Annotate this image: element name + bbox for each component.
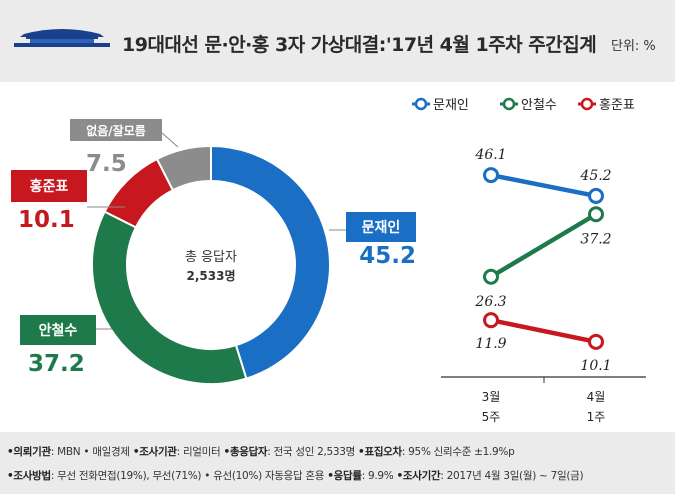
page-title: 19대대선 문·안·홍 3자 가상대결:'17년 4월 1주차 주간집계 (122, 34, 597, 56)
footer-field-label: •총응답자 (223, 446, 268, 458)
callout-box-3 (70, 119, 162, 141)
data-label-0-0: 46.1 (474, 147, 506, 163)
series-point-2-1 (588, 333, 604, 350)
data-label-2-1: 10.1 (580, 358, 611, 374)
footer-field-label: •조사기간 (396, 470, 441, 482)
donut-chart: 총 응답자 2,533명 (91, 144, 331, 385)
footer-line-2: •조사방법: 무선 전화면접(19%), 무선(71%) • 유선(10%) 자… (7, 468, 584, 483)
donut-slice-0 (210, 144, 331, 380)
callout-name-2: 홍준표 (30, 178, 69, 195)
callout-name-3: 없음/잘모름 (86, 123, 146, 138)
footer-line-1: •의뢰기관: MBN • 매일경제 •조사기관: 리얼미터 •총응답자: 전국 … (7, 444, 515, 459)
x-tick-label-0-a: 3월 (482, 390, 501, 404)
footer-field-label: •표집오차 (358, 446, 402, 458)
series-point-1-1 (588, 206, 604, 223)
footer-field-value: : 2017년 4월 3일(월) ~ 7일(금) (440, 470, 584, 482)
data-label-1-1: 37.2 (580, 231, 611, 247)
donut-labels: 문재인 45.2 안철수 37.2 홍준표 10.1 없음/잘모름 7.5 (11, 119, 416, 377)
chart-area: 총 응답자 2,533명 문재인 45.2 안철수 37.2 홍준표 10.1 없음/잘모름 7… (11, 97, 646, 424)
legend-label-2: 홍준표 (599, 98, 635, 113)
callout-box-2 (11, 170, 87, 202)
legend-label-1: 안철수 (521, 98, 557, 113)
header-bar: 19대대선 문·안·홍 3자 가상대결:'17년 4월 1주차 주간집계 단위:… (0, 0, 675, 82)
footer-field-label: •의뢰기관 (7, 446, 51, 458)
callout-value-0: 45.2 (359, 243, 416, 269)
donut-center-label: 총 응답자 (185, 250, 237, 265)
x-tick-label-0-b: 5주 (482, 410, 501, 424)
line-chart: 46.1 45.2 26.3 37.2 11.9 10.1 3월 5주 4월 1주 (441, 147, 646, 424)
data-label-0-1: 45.2 (579, 168, 611, 184)
series-line-0 (490, 172, 597, 199)
donut-center-value: 2,533명 (187, 269, 236, 283)
data-label-1-0: 26.3 (474, 294, 506, 310)
series-point-1-0 (483, 268, 499, 285)
callout-box-0 (346, 212, 416, 242)
footer-field-value: : 전국 성인 2,533명 (267, 446, 359, 458)
legend-marker-2 (580, 97, 594, 111)
callout-value-1: 37.2 (28, 351, 85, 377)
footer-field-value: : 95% 신뢰수준 ±1.9%p (401, 446, 515, 458)
callout-value-3: 7.5 (86, 151, 127, 177)
callout-name-1: 안철수 (39, 322, 78, 339)
x-tick-label-1-a: 4월 (587, 390, 606, 404)
footer-notes: •의뢰기관: MBN • 매일경제 •조사기관: 리얼미터 •총응답자: 전국 … (0, 432, 675, 494)
blue-house-logo (14, 29, 110, 47)
series-line-1 (489, 212, 598, 279)
legend-marker-1 (502, 97, 516, 111)
callout-box-1 (20, 315, 96, 345)
legend-marker-0 (414, 97, 428, 111)
footer-field-label: •조사방법 (7, 470, 51, 482)
callout-leader-3 (161, 132, 179, 148)
unit-label: 단위: % (611, 39, 656, 54)
series-point-0-0 (483, 167, 499, 184)
donut-slice-3 (155, 144, 212, 192)
footer-field-value: : 9.9% (361, 470, 397, 482)
footer-field-value: : 리얼미터 (176, 446, 224, 458)
x-tick-label-1-b: 1주 (587, 410, 606, 424)
series-point-0-1 (588, 187, 604, 204)
legend-label-0: 문재인 (433, 98, 469, 113)
callout-name-0: 문재인 (362, 219, 401, 236)
footer-field-label: •조사기관 (132, 446, 177, 458)
series-line-2 (490, 317, 597, 345)
footer-field-value: : MBN • 매일경제 (50, 446, 133, 458)
series-point-2-0 (483, 312, 499, 329)
callout-value-2: 10.1 (18, 207, 75, 233)
legend: 문재인 안철수 홍준표 (412, 97, 635, 113)
footer-field-value: : 무선 전화면접(19%), 무선(71%) • 유선(10%) 자동응답 혼… (50, 470, 328, 482)
donut-slice-1 (91, 210, 248, 385)
data-label-2-0: 11.9 (475, 336, 506, 352)
footer-field-label: •응답률 (327, 470, 362, 482)
